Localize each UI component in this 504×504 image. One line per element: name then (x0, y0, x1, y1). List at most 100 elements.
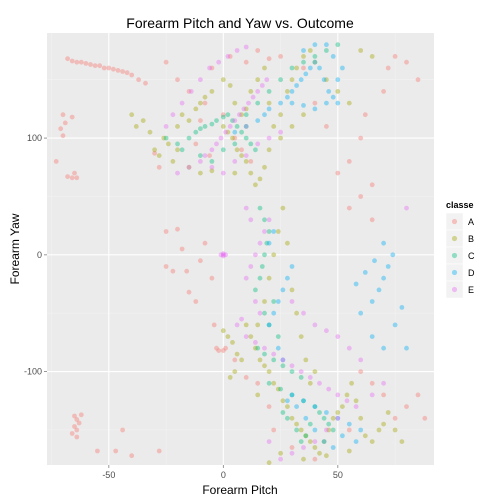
data-point (354, 439, 359, 444)
data-point (251, 95, 256, 100)
data-point (235, 124, 240, 129)
data-point (285, 276, 290, 281)
data-point (299, 334, 304, 339)
data-point (267, 136, 272, 141)
data-point (235, 147, 240, 152)
data-point (363, 433, 368, 438)
data-point (278, 130, 283, 135)
data-point (129, 453, 134, 458)
data-point (262, 252, 267, 257)
data-point (324, 42, 329, 47)
legend-item-D: D (446, 264, 475, 281)
data-point (404, 346, 409, 351)
data-point (354, 398, 359, 403)
data-point (171, 112, 176, 117)
data-point (281, 363, 286, 368)
legend-item-A: A (446, 213, 474, 230)
data-point (276, 334, 281, 339)
data-point (347, 422, 352, 427)
data-point (248, 159, 253, 164)
data-point (189, 89, 194, 94)
data-point (258, 276, 263, 281)
data-point (290, 89, 295, 94)
data-point (216, 348, 221, 353)
data-point (253, 299, 258, 304)
data-point (244, 159, 249, 164)
data-point (271, 352, 276, 357)
data-point (210, 165, 215, 170)
data-point (313, 439, 318, 444)
data-point (290, 77, 295, 82)
data-point (324, 124, 329, 129)
data-point (313, 107, 318, 112)
data-point (301, 54, 306, 59)
data-point (301, 311, 306, 316)
data-point (232, 171, 237, 176)
data-point (198, 159, 203, 164)
data-point (187, 136, 192, 141)
data-point (237, 112, 242, 117)
data-point (267, 107, 272, 112)
data-point (203, 241, 208, 246)
data-point (377, 428, 382, 433)
data-point (281, 206, 286, 211)
data-point (198, 101, 203, 106)
data-point (370, 217, 375, 222)
legend-label: A (468, 217, 474, 227)
legend-key-point (452, 253, 457, 258)
data-point (232, 118, 237, 123)
data-point (313, 60, 318, 65)
legend-label: E (468, 285, 474, 295)
data-point (313, 428, 318, 433)
data-point (313, 42, 318, 47)
data-point (95, 449, 100, 454)
data-point (125, 70, 130, 75)
data-point (255, 346, 260, 351)
data-point (221, 77, 226, 82)
data-point (262, 311, 267, 316)
data-point (331, 54, 336, 59)
data-point (171, 269, 176, 274)
data-point (228, 83, 233, 88)
data-point (271, 381, 276, 386)
legend-item-E: E (446, 281, 474, 298)
data-point (223, 130, 228, 135)
data-point (244, 323, 249, 328)
data-point (285, 398, 290, 403)
data-point (136, 77, 141, 82)
data-point (370, 54, 375, 59)
data-point (221, 147, 226, 152)
legend-key-point (452, 219, 457, 224)
data-point (244, 60, 249, 65)
data-point (308, 422, 313, 427)
y-tick-label: -100 (24, 367, 42, 377)
data-point (248, 89, 253, 94)
data-point (171, 159, 176, 164)
data-point (65, 174, 70, 179)
data-point (324, 428, 329, 433)
data-point (88, 62, 93, 67)
data-point (303, 358, 308, 363)
data-point (244, 375, 249, 380)
data-point (267, 217, 272, 222)
data-point (203, 95, 208, 100)
data-point (255, 142, 260, 147)
data-point (303, 416, 308, 421)
data-point (290, 299, 295, 304)
plot-panel (47, 33, 434, 465)
data-point (390, 252, 395, 257)
data-point (271, 252, 276, 257)
data-point (102, 66, 107, 71)
data-point (157, 449, 162, 454)
data-point (294, 428, 299, 433)
data-point (335, 77, 340, 82)
data-point (262, 217, 267, 222)
data-point (70, 431, 75, 436)
data-point (184, 269, 189, 274)
data-point (317, 410, 322, 415)
data-point (358, 416, 363, 421)
data-point (253, 288, 258, 293)
data-point (322, 77, 327, 82)
data-point (58, 126, 63, 131)
